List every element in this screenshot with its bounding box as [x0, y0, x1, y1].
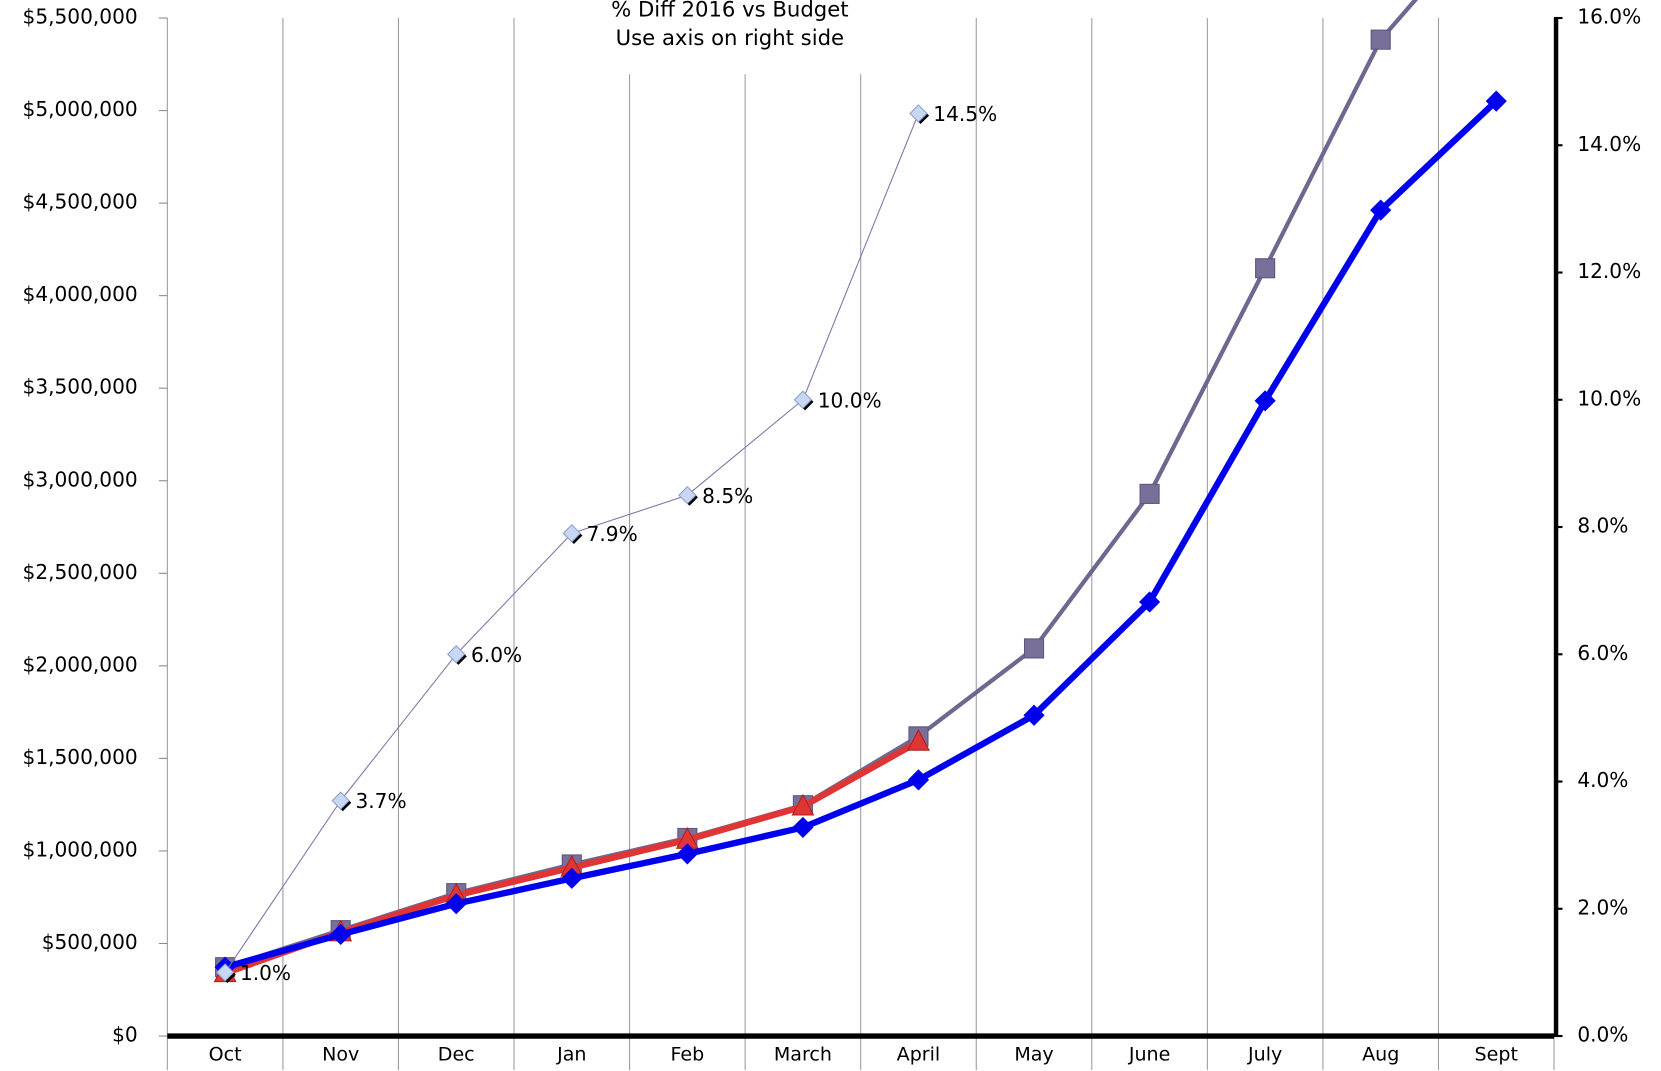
y2-tick-label: 12.0% — [1577, 259, 1641, 283]
x-tick-label: March — [774, 1044, 832, 1066]
marker — [445, 893, 467, 915]
y2-tick-label: 14.0% — [1577, 132, 1641, 156]
marker — [561, 867, 583, 889]
marker — [793, 390, 814, 411]
marker — [1138, 591, 1161, 613]
y2-tick-label: 4.0% — [1577, 768, 1628, 792]
y-tick-label: $1,500,000 — [23, 745, 138, 769]
marker — [792, 816, 814, 839]
x-tick-label: May — [1014, 1044, 1053, 1066]
annotation-box — [564, 0, 879, 75]
y2-tick-label: 2.0% — [1577, 895, 1628, 919]
marker-face — [793, 390, 813, 409]
data-label: 10.0% — [818, 388, 882, 412]
data-label: 1.0% — [240, 961, 291, 985]
x-tick-label: June — [1128, 1044, 1170, 1066]
y2-tick-label: 6.0% — [1577, 641, 1628, 665]
x-tick-label: Nov — [322, 1044, 359, 1066]
marker-face — [447, 645, 466, 664]
x-tick-label: Jan — [556, 1044, 586, 1066]
y2-tick-label: 8.0% — [1577, 514, 1628, 538]
marker — [562, 524, 583, 544]
marker — [1370, 29, 1391, 50]
data-label: 8.5% — [702, 484, 753, 508]
marker — [1139, 483, 1160, 504]
marker — [1023, 704, 1045, 726]
y-tick-label: $4,500,000 — [23, 190, 138, 214]
y-tick-label: $3,500,000 — [23, 375, 138, 399]
marker — [907, 769, 930, 791]
series-line — [224, 98, 1499, 971]
marker — [906, 728, 930, 751]
marker — [447, 645, 467, 665]
y-tick-label: $2,500,000 — [23, 560, 138, 584]
data-label: 14.5% — [933, 102, 997, 126]
y-tick-label: $5,500,000 — [23, 5, 138, 29]
y2-tick-label: 16.0% — [1577, 5, 1641, 29]
marker — [1023, 638, 1045, 659]
marker-face — [331, 791, 350, 810]
y2-tick-label: 0.0% — [1577, 1023, 1628, 1047]
data-label: 3.7% — [356, 789, 407, 813]
y-tick-label: $5,000,000 — [23, 97, 138, 121]
marker — [1370, 199, 1392, 221]
marker-face — [215, 963, 235, 982]
data-label: 7.9% — [587, 522, 638, 546]
marker — [331, 791, 352, 812]
annotation: % Diff 2016 vs Budget — [611, 0, 848, 22]
x-tick-label: Oct — [209, 1044, 242, 1066]
marker-face — [562, 524, 582, 543]
annotation: Use axis on right side — [616, 25, 844, 50]
marker — [676, 843, 698, 865]
x-tick-label: Feb — [670, 1044, 704, 1066]
y-tick-label: $1,000,000 — [23, 837, 138, 861]
y-tick-label: $500,000 — [42, 930, 138, 954]
marker — [909, 104, 930, 125]
marker-face — [909, 104, 928, 123]
marker — [1485, 90, 1507, 112]
data-label: 6.0% — [471, 643, 522, 667]
marker — [678, 485, 698, 506]
y-tick-label: $4,000,000 — [23, 282, 138, 306]
y-tick-label: $0 — [112, 1023, 138, 1047]
x-tick-label: Dec — [438, 1044, 475, 1066]
marker — [1255, 258, 1276, 279]
y-tick-label: $3,000,000 — [23, 467, 138, 491]
marker-face — [678, 485, 697, 505]
y-tick-label: $2,000,000 — [23, 652, 138, 676]
series-line — [224, 113, 919, 973]
y2-tick-label: 10.0% — [1577, 386, 1641, 410]
x-tick-label: Aug — [1362, 1044, 1399, 1066]
marker — [330, 923, 352, 946]
x-tick-label: Sept — [1475, 1044, 1519, 1066]
x-tick-label: April — [897, 1044, 941, 1066]
x-tick-label: July — [1247, 1044, 1282, 1066]
marker — [791, 793, 815, 816]
